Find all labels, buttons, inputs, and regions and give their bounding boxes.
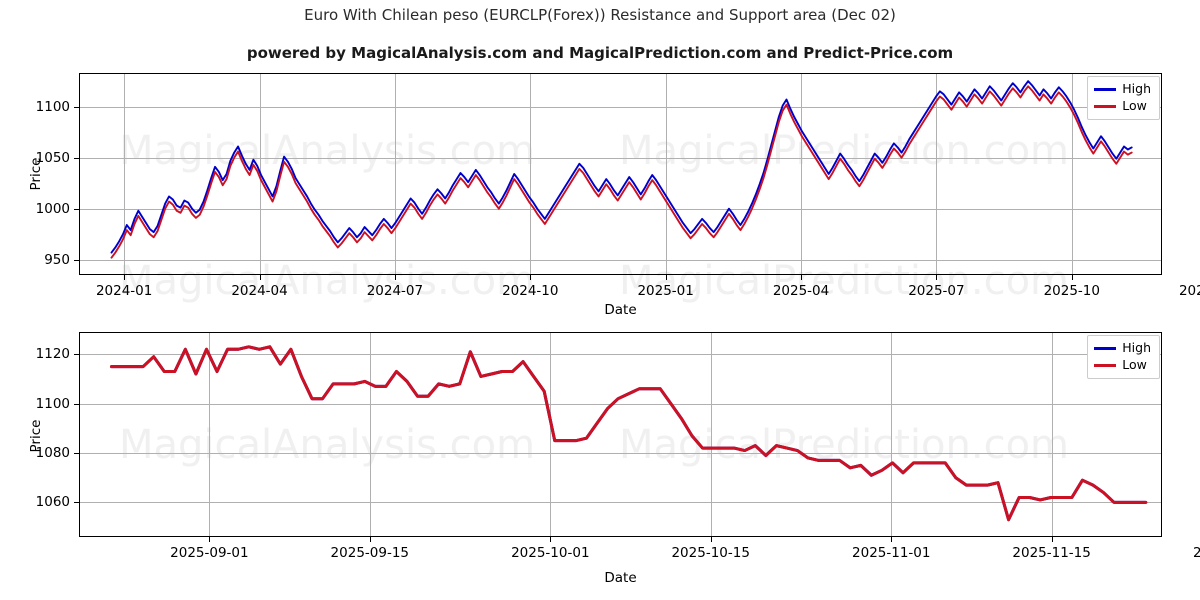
x-axis-tick	[1051, 537, 1053, 542]
x-axis-tick-label: 2025-07	[908, 283, 965, 299]
x-axis-tick-label: 2025-10-01	[511, 545, 590, 561]
x-axis-tick	[259, 275, 261, 280]
gridline-vertical	[394, 73, 396, 275]
x-axis-tick-label: 2024-04	[231, 283, 288, 299]
bottom-chart-series	[109, 345, 1148, 522]
x-axis-tick-label: 2026-01	[1178, 283, 1200, 299]
x-axis-tick-label: 2025-04	[772, 283, 830, 299]
y-axis-tick	[74, 403, 79, 405]
legend-row-high: High	[1094, 81, 1151, 98]
top-chart-legend[interactable]: High Low	[1087, 76, 1160, 120]
y-axis-tick	[74, 208, 79, 210]
y-axis-tick-label: 1000	[35, 200, 70, 217]
gridline-vertical	[665, 73, 667, 275]
x-axis-tick	[394, 275, 396, 280]
gridline-vertical	[801, 73, 803, 275]
x-axis-tick	[936, 275, 938, 280]
x-axis-tick-label: 2025-01	[637, 283, 694, 299]
legend-row-low: Low	[1094, 357, 1151, 374]
legend-row-high: High	[1094, 340, 1151, 357]
gridline-horizontal	[79, 502, 1162, 504]
legend-label-high: High	[1122, 340, 1151, 356]
gridline-horizontal	[79, 157, 1162, 159]
x-axis-tick-label: 2025-11-01	[852, 545, 931, 561]
gridline-horizontal	[79, 354, 1162, 356]
x-axis-tick	[891, 537, 893, 542]
x-axis-tick	[550, 537, 552, 542]
series-line-high	[110, 80, 1133, 254]
top-x-axis-label: Date	[604, 302, 637, 318]
gridline-vertical	[1051, 332, 1053, 537]
x-axis-tick-label: 2024-07	[366, 283, 424, 299]
x-axis-tick-label: 2025-12-01	[1192, 545, 1200, 561]
x-axis-tick	[369, 537, 371, 542]
series-line-low	[109, 345, 1148, 522]
x-axis-tick	[124, 275, 126, 280]
top-plot-border	[79, 73, 1162, 275]
x-axis-tick	[710, 537, 712, 542]
y-axis-tick-label: 1120	[35, 346, 70, 363]
y-axis-tick	[74, 354, 79, 356]
y-axis-tick-label: 1100	[35, 98, 70, 115]
gridline-vertical	[530, 73, 532, 275]
y-axis-tick	[74, 502, 79, 504]
gridline-horizontal	[79, 403, 1162, 405]
series-line-low	[110, 85, 1133, 259]
legend-swatch-low	[1094, 364, 1117, 367]
legend-label-low: Low	[1122, 98, 1147, 114]
x-axis-tick	[530, 275, 532, 280]
x-axis-tick-label: 2025-09-01	[170, 545, 249, 561]
x-axis-tick	[665, 275, 667, 280]
top-chart-panel: MagicalAnalysis.com MagicalPrediction.co…	[36, 73, 1200, 304]
gridline-vertical	[1071, 73, 1073, 275]
y-axis-tick	[74, 453, 79, 455]
legend-label-high: High	[1122, 81, 1151, 97]
x-axis-tick-label: 2025-09-15	[330, 545, 410, 561]
gridline-horizontal	[79, 106, 1162, 108]
gridline-horizontal	[79, 208, 1162, 210]
legend-swatch-low	[1094, 105, 1117, 108]
gridline-horizontal	[79, 453, 1162, 455]
y-axis-tick-label: 1080	[35, 445, 70, 462]
x-axis-tick-label: 2025-11-15	[1012, 545, 1091, 561]
y-axis-tick-label: 1050	[35, 149, 70, 166]
y-axis-tick	[74, 157, 79, 159]
gridline-vertical	[369, 332, 371, 537]
page-title: Euro With Chilean peso (EURCLP(Forex)) R…	[304, 6, 896, 24]
bottom-plot-border	[79, 332, 1162, 537]
gridline-vertical	[124, 73, 126, 275]
y-axis-tick-label: 1060	[35, 494, 70, 511]
y-axis-tick	[74, 106, 79, 108]
legend-swatch-high	[1094, 347, 1117, 350]
legend-label-low: Low	[1122, 357, 1147, 373]
y-axis-tick	[74, 259, 79, 261]
gridline-horizontal	[79, 259, 1162, 261]
gridline-vertical	[891, 332, 893, 537]
bottom-chart-legend[interactable]: High Low	[1087, 335, 1160, 379]
x-axis-tick	[209, 537, 211, 542]
x-axis-tick	[801, 275, 803, 280]
x-axis-tick	[1071, 275, 1073, 280]
page-subtitle: powered by MagicalAnalysis.com and Magic…	[246, 44, 954, 62]
gridline-vertical	[209, 332, 211, 537]
gridline-vertical	[936, 73, 938, 275]
x-axis-tick-label: 2024-10	[502, 283, 559, 299]
legend-row-low: Low	[1094, 98, 1151, 115]
y-axis-tick-label: 950	[44, 251, 70, 268]
bottom-chart-panel: MagicalAnalysis.com MagicalPrediction.co…	[36, 332, 1200, 561]
bottom-x-axis-label: Date	[604, 570, 637, 586]
bottom-y-axis-label: Price	[28, 419, 44, 453]
gridline-vertical	[550, 332, 552, 537]
x-axis-tick-label: 2025-10	[1043, 283, 1100, 299]
x-axis-tick-label: 2024-01	[95, 283, 153, 299]
top-y-axis-label: Price	[28, 157, 44, 191]
x-axis-tick-label: 2025-10-15	[671, 545, 750, 561]
legend-swatch-high	[1094, 88, 1117, 91]
top-chart-series	[110, 80, 1133, 259]
gridline-vertical	[710, 332, 712, 537]
y-axis-tick-label: 1100	[35, 395, 70, 412]
